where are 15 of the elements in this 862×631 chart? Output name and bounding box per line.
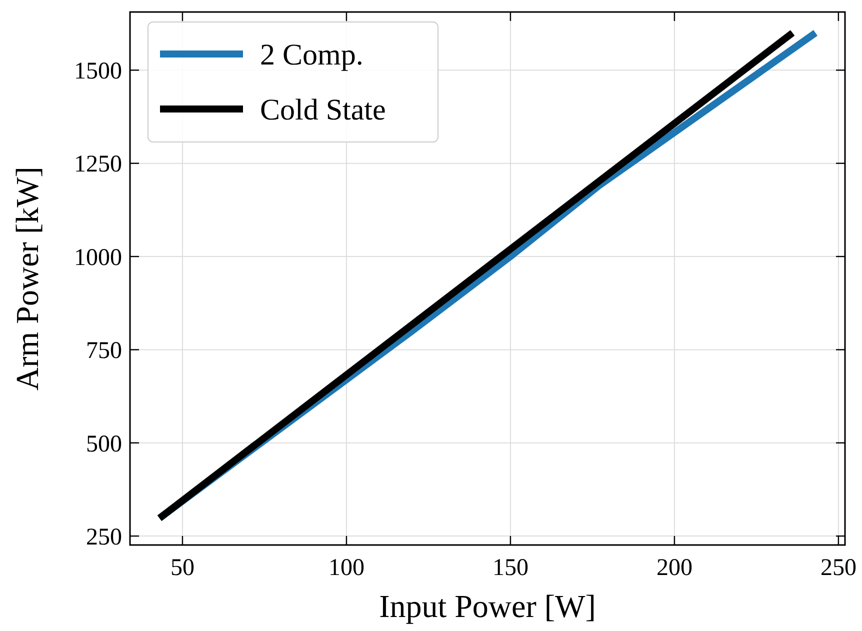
legend-label: Cold State: [260, 94, 386, 126]
x-tick-label: 100: [328, 555, 364, 581]
y-tick-label: 1500: [74, 58, 122, 85]
y-axis-title: Arm Power [kW]: [9, 166, 45, 390]
legend-label: 2 Comp.: [260, 38, 364, 72]
x-tick-label: 250: [820, 555, 856, 581]
y-tick-label: 1000: [74, 244, 122, 271]
y-tick-label: 750: [86, 338, 122, 364]
x-tick-label: 200: [656, 555, 692, 581]
y-tick-label: 1250: [74, 152, 122, 178]
x-tick-label: 150: [492, 555, 528, 581]
y-tick-label: 500: [86, 431, 122, 458]
x-axis-title: Input Power [W]: [379, 588, 596, 624]
x-tick-label: 50: [170, 555, 194, 581]
y-tick-label: 250: [86, 524, 122, 550]
